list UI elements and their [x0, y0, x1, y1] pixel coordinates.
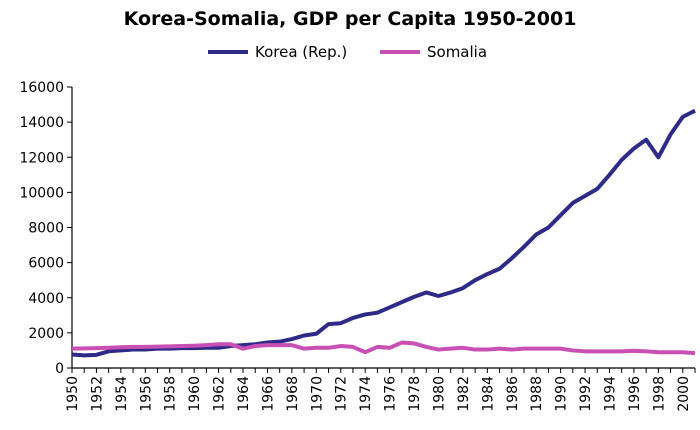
x-tick-label: 1956	[138, 376, 154, 412]
x-tick-label: 1986	[505, 376, 521, 412]
y-tick-label: 16000	[19, 80, 64, 96]
series-line-somalia	[71, 340, 696, 356]
chart-title: Korea-Somalia, GDP per Capita 1950-2001	[124, 8, 577, 30]
axes: 0 2000 4000 6000 8000 10000 12000 14000 16000 195…	[19, 80, 696, 412]
x-tick-label: 1978	[407, 376, 423, 412]
x-tick-label: 1994	[602, 376, 618, 412]
y-tick-label: 10000	[19, 185, 64, 201]
x-tick-label: 1950	[65, 376, 81, 412]
y-tick-label: 0	[55, 361, 64, 377]
x-tick-label: 1976	[383, 376, 399, 412]
x-tick-label: 2000	[676, 376, 692, 412]
x-tick-label: 1998	[651, 376, 667, 412]
series-line-korea	[71, 108, 696, 358]
x-tick-label: 1990	[554, 376, 570, 412]
legend-label: Korea (Rep.)	[255, 43, 347, 61]
x-tick-label: 1952	[89, 376, 105, 412]
x-tick-label: 1966	[260, 376, 276, 412]
x-tick-label: 1964	[236, 376, 252, 412]
y-tick-label: 8000	[28, 221, 64, 237]
x-tick-label: 1962	[212, 376, 228, 412]
y-tick-label: 2000	[28, 326, 64, 342]
y-tick-label: 6000	[28, 256, 64, 272]
x-tick-label: 1982	[456, 376, 472, 412]
legend: Korea (Rep.) Somalia	[208, 43, 487, 61]
x-tick-label: 1958	[163, 376, 179, 412]
y-tick-label: 4000	[28, 291, 64, 307]
x-tick-label: 1996	[627, 376, 643, 412]
x-tick-label: 1988	[529, 376, 545, 412]
x-tick-label: 1960	[187, 376, 203, 412]
x-tick-label: 1984	[480, 376, 496, 412]
legend-label: Somalia	[427, 43, 487, 61]
x-tick-label: 1954	[114, 376, 130, 412]
y-tick-label: 12000	[19, 150, 64, 166]
x-tick-label: 1972	[334, 376, 350, 412]
x-tick-label: 1980	[431, 376, 447, 412]
y-tick-label: 14000	[19, 115, 64, 131]
plot-area	[71, 108, 696, 358]
x-tick-label: 1974	[358, 376, 374, 412]
x-tick-label: 1970	[309, 376, 325, 412]
x-tick-label: 1992	[578, 376, 594, 412]
x-tick-label: 1968	[285, 376, 301, 412]
